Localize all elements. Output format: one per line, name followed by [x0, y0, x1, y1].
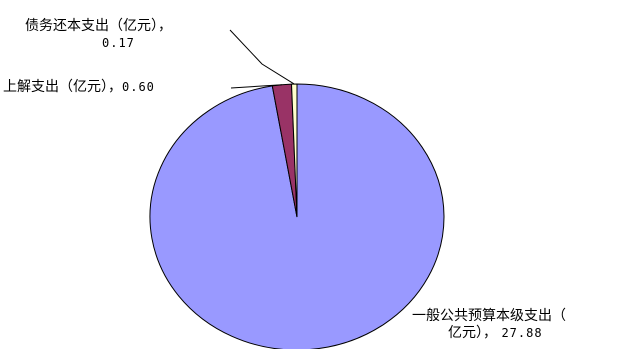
slice-value-transfer-out: 0.60 [122, 80, 155, 94]
slice-value-debt-repayment: 0.17 [102, 36, 135, 50]
leader-line-debt-repayment [229, 29, 295, 85]
slice-label-general-budget-line2: 亿元）， [448, 325, 497, 341]
slice-debt-repayment [291, 83, 298, 218]
slice-label-general-budget-line1: 一般公共预算本级支出（ [412, 308, 566, 324]
slice-label-transfer-out: 上解支出（亿元），0.60 [3, 79, 155, 96]
leader-line-transfer-out [230, 84, 282, 89]
slice-label-transfer-out-line1: 上解支出（亿元）， [3, 79, 122, 95]
slice-label-debt-repayment-line1: 债务还本支出（亿元）， [25, 18, 172, 34]
slice-label-general-budget: 一般公共预算本级支出（ 亿元）， 27.88 [412, 308, 566, 342]
slice-label-debt-repayment: 债务还本支出（亿元）， 0.17 [25, 18, 172, 52]
slice-value-general-budget: 27.88 [501, 326, 543, 340]
